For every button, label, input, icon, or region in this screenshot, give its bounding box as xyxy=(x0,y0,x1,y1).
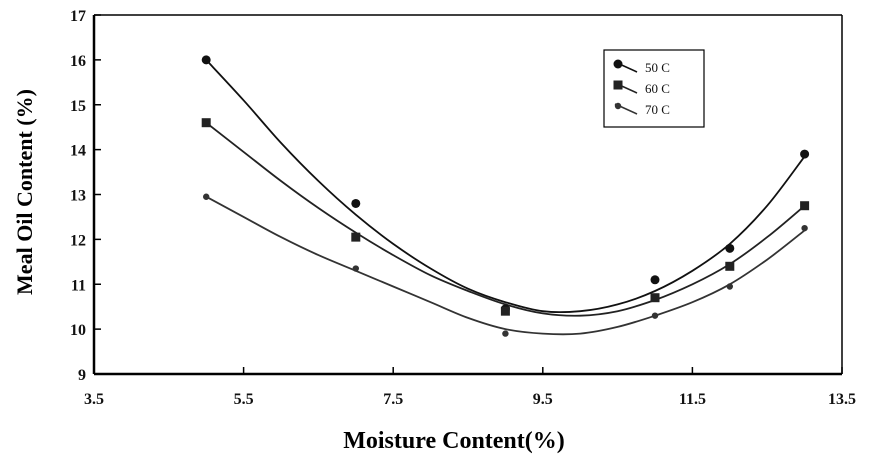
x-tick-label: 9.5 xyxy=(533,391,553,408)
fit-curves xyxy=(205,59,806,336)
data-point-series-3 xyxy=(801,224,808,232)
series-line-3 xyxy=(205,195,806,336)
axis-ticks: 3.5 5.5 7.5 9.5 11.5 13.5 9 10 11 12 13 14 15 16 17 xyxy=(70,8,856,408)
legend-marker-2 xyxy=(613,80,623,90)
data-point-series-2 xyxy=(800,201,810,211)
legend-marker-1 xyxy=(613,59,623,69)
data-point-series-2 xyxy=(500,306,510,316)
data-point-series-1 xyxy=(650,275,660,285)
y-tick-label: 17 xyxy=(70,8,86,25)
y-tick-label: 12 xyxy=(70,232,86,249)
data-point-series-3 xyxy=(726,283,733,290)
data-point-series-3 xyxy=(502,330,509,337)
legend-label-1: 50 C xyxy=(645,60,670,75)
legend: 50 C 60 C 70 C xyxy=(603,49,705,128)
y-tick-label: 16 xyxy=(70,53,86,70)
x-tick-label: 13.5 xyxy=(828,391,856,408)
x-tick-label: 11.5 xyxy=(679,391,706,408)
y-tick-label: 11 xyxy=(71,277,86,294)
data-point-series-1 xyxy=(800,149,810,159)
data-point-series-1 xyxy=(725,243,735,253)
data-point-series-2 xyxy=(201,118,211,128)
data-markers xyxy=(201,55,810,337)
y-axis-title: Meal Oil Content (%) xyxy=(12,89,37,295)
data-point-series-1 xyxy=(351,198,361,208)
x-tick-label: 3.5 xyxy=(84,391,104,408)
y-tick-label: 13 xyxy=(70,188,86,205)
series-line-2 xyxy=(205,121,806,317)
y-tick-label: 15 xyxy=(70,98,86,115)
series-line-1 xyxy=(205,59,806,314)
legend-marker-3 xyxy=(614,102,622,110)
data-point-series-2 xyxy=(351,232,361,242)
x-tick-label: 5.5 xyxy=(234,391,254,408)
legend-label-3: 70 C xyxy=(645,102,670,117)
data-point-series-3 xyxy=(651,312,659,319)
x-tick-label: 7.5 xyxy=(383,391,403,408)
data-point-series-2 xyxy=(650,293,660,303)
legend-label-2: 60 C xyxy=(645,81,670,96)
y-tick-label: 9 xyxy=(78,367,86,384)
data-point-series-3 xyxy=(352,265,359,272)
x-axis-title: Moisture Content(%) xyxy=(343,428,565,454)
data-point-series-3 xyxy=(203,193,210,200)
plot-frame xyxy=(92,14,843,376)
data-point-series-2 xyxy=(725,261,735,271)
data-point-series-1 xyxy=(201,55,211,65)
y-tick-label: 10 xyxy=(70,322,86,339)
y-tick-label: 14 xyxy=(70,143,86,160)
